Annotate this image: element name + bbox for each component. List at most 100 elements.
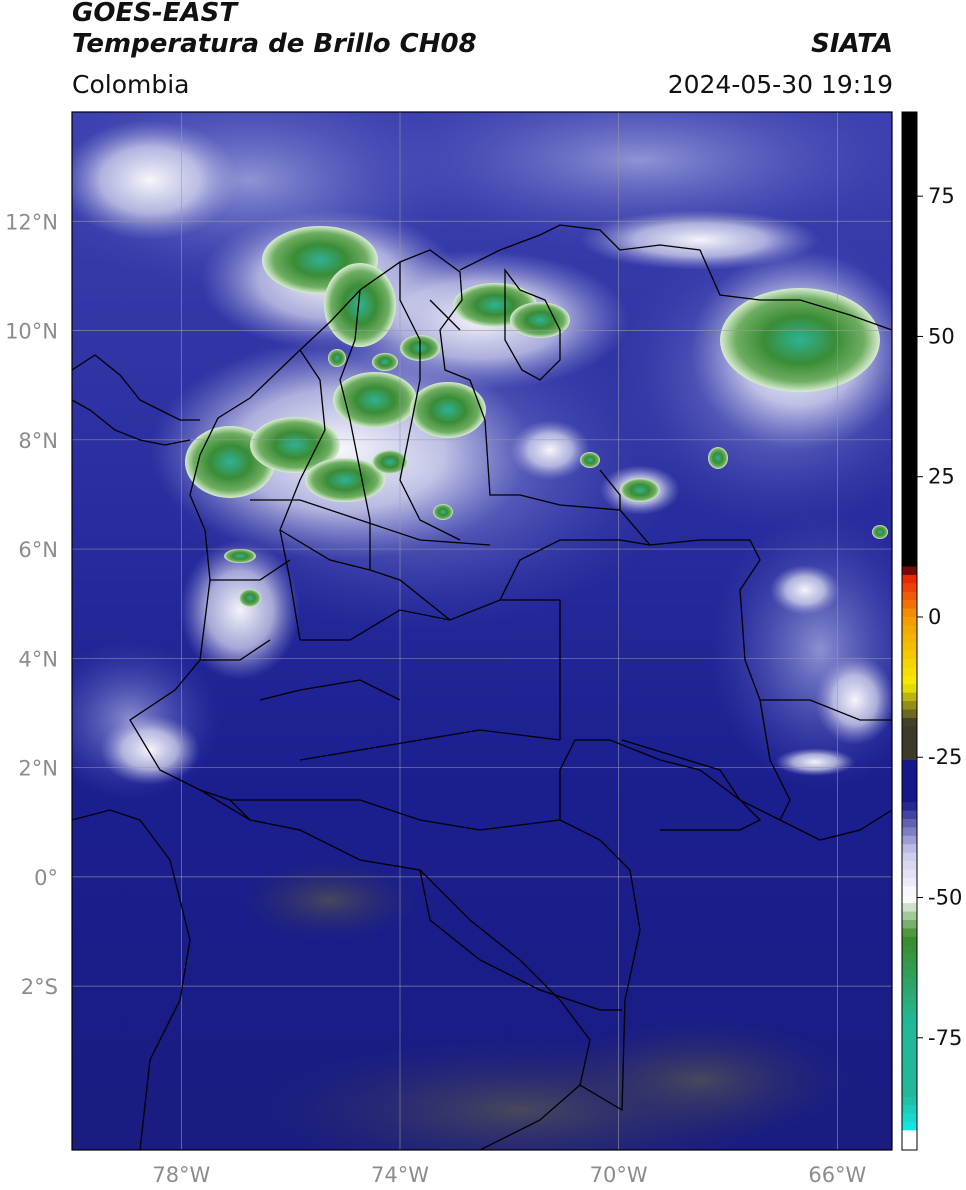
colorbar-band bbox=[902, 701, 917, 711]
colorbar-band bbox=[902, 1063, 917, 1073]
colorbar-band bbox=[902, 827, 917, 837]
colorbar-band bbox=[902, 861, 917, 871]
colorbar-band bbox=[902, 255, 917, 265]
colorbar-band bbox=[902, 818, 917, 828]
colorbar-band bbox=[902, 1147, 917, 1157]
lon-tick-label: 70°W bbox=[590, 1163, 648, 1187]
colorbar-band bbox=[902, 1004, 917, 1014]
colorbar-band bbox=[902, 1046, 917, 1056]
colorbar-band bbox=[902, 179, 917, 189]
colorbar-tick-label: 50 bbox=[928, 324, 955, 348]
colorbar-band bbox=[902, 608, 917, 618]
longitude-axis: 78°W 74°W 70°W 66°W bbox=[152, 1163, 866, 1187]
colorbar-band bbox=[902, 945, 917, 955]
colorbar-band bbox=[902, 120, 917, 130]
gridlines bbox=[72, 112, 892, 1150]
colorbar-tick-label: -50 bbox=[928, 886, 962, 910]
colorbar-band bbox=[902, 751, 917, 761]
colorbar-band bbox=[902, 692, 917, 702]
colorbar-band bbox=[902, 911, 917, 921]
colorbar-band bbox=[902, 423, 917, 433]
colorbar-band bbox=[902, 372, 917, 382]
colorbar-band bbox=[902, 625, 917, 635]
colorbar-band bbox=[902, 1029, 917, 1039]
colorbar-band bbox=[902, 726, 917, 736]
colorbar-band bbox=[902, 212, 917, 223]
colorbar-band bbox=[902, 473, 917, 483]
colorbar-band bbox=[902, 162, 917, 172]
colorbar-band bbox=[902, 919, 917, 929]
colorbar-band bbox=[902, 440, 917, 450]
colorbar-band bbox=[902, 1079, 917, 1089]
colorbar-band bbox=[902, 137, 917, 147]
colorbar-band bbox=[902, 659, 917, 669]
satellite-title: GOES-EAST bbox=[72, 0, 238, 28]
colorbar-band bbox=[902, 330, 917, 340]
colorbar-tick-label: 0 bbox=[928, 605, 941, 629]
colorbar-band bbox=[902, 1071, 917, 1081]
colorbar-band bbox=[902, 785, 917, 795]
colorbar-band bbox=[902, 1130, 917, 1140]
colorbar-band bbox=[902, 995, 917, 1005]
colorbar-band bbox=[902, 356, 917, 366]
colorbar-band bbox=[902, 667, 917, 677]
colorbar-band bbox=[902, 499, 917, 509]
colorbar-band bbox=[902, 987, 917, 997]
colorbar-band bbox=[902, 112, 917, 122]
lon-tick-label: 66°W bbox=[808, 1163, 866, 1187]
colorbar-band bbox=[902, 271, 917, 281]
colorbar-band bbox=[902, 457, 917, 467]
colorbar-band bbox=[902, 717, 917, 727]
lat-tick-label: 8°N bbox=[18, 429, 58, 453]
colorbar-band bbox=[902, 288, 917, 298]
colorbar-band bbox=[902, 524, 917, 534]
colorbar-band bbox=[902, 886, 917, 896]
colorbar-band bbox=[902, 297, 917, 307]
colorbar-band bbox=[902, 760, 917, 770]
lat-tick-label: 0° bbox=[34, 866, 58, 890]
colorbar-band bbox=[902, 1096, 917, 1106]
colorbar-band bbox=[902, 835, 917, 845]
region-label: Colombia bbox=[72, 70, 190, 99]
timestamp-label: 2024-05-30 19:19 bbox=[667, 70, 893, 99]
colorbar-band bbox=[902, 154, 917, 164]
lon-tick-label: 74°W bbox=[371, 1163, 429, 1187]
colorbar-band bbox=[902, 633, 917, 643]
colorbar-band bbox=[902, 734, 917, 744]
colorbar-band bbox=[902, 869, 917, 879]
lon-tick-label: 78°W bbox=[152, 1163, 210, 1187]
colorbar-band bbox=[902, 465, 917, 475]
colorbar-band bbox=[902, 347, 917, 357]
colorbar-band bbox=[902, 431, 917, 441]
colorbar-band bbox=[902, 1105, 917, 1115]
colorbar-band bbox=[902, 128, 917, 138]
colorbar-band bbox=[902, 903, 917, 913]
colorbar-band bbox=[902, 398, 917, 408]
lat-tick-label: 2°S bbox=[21, 975, 58, 999]
colorbar-band bbox=[902, 583, 917, 593]
colorbar-band bbox=[902, 844, 917, 854]
colorbar-band bbox=[902, 187, 917, 197]
agency-label: SIATA bbox=[811, 29, 893, 59]
colorbar-band bbox=[902, 541, 917, 551]
colorbar-band bbox=[902, 238, 917, 248]
colorbar-band bbox=[902, 600, 917, 610]
colorbar-band bbox=[902, 978, 917, 988]
latitude-axis: 12°N 10°N 8°N 6°N 4°N 2°N 0° 2°S bbox=[5, 210, 58, 999]
colorbar-band bbox=[902, 684, 917, 694]
lat-tick-label: 6°N bbox=[18, 538, 58, 562]
product-title: Temperatura de Brillo CH08 bbox=[72, 29, 477, 59]
colorbar-band bbox=[902, 1138, 917, 1148]
colorbar-band bbox=[902, 616, 917, 626]
colorbar-band bbox=[902, 313, 917, 324]
map-frame bbox=[71, 111, 893, 1151]
colorbar-tick-label: 75 bbox=[928, 184, 955, 208]
colorbar-band bbox=[902, 280, 917, 290]
colorbar-band bbox=[902, 936, 917, 946]
colorbar-band bbox=[902, 414, 917, 424]
colorbar-band bbox=[902, 507, 917, 517]
colorbar-band bbox=[902, 170, 917, 180]
lat-tick-label: 4°N bbox=[18, 647, 58, 671]
colorbar-band bbox=[902, 810, 917, 820]
